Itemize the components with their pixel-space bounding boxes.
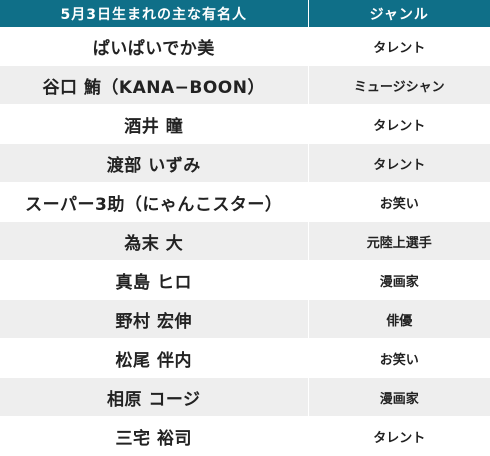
celebrity-name: ぱいぱいでか美 xyxy=(0,27,308,66)
celebrity-genre: タレント xyxy=(308,105,490,144)
table-row: 渡部 いずみ タレント xyxy=(0,144,490,183)
celebrity-genre: 漫画家 xyxy=(308,261,490,300)
table-row: 酒井 瞳 タレント xyxy=(0,105,490,144)
table-row: 三宅 裕司 タレント xyxy=(0,417,490,456)
celebrity-name: 為末 大 xyxy=(0,222,308,261)
celebrity-genre: お笑い xyxy=(308,339,490,378)
celebrity-name: スーパー3助（にゃんこスター） xyxy=(0,183,308,222)
table-body: ぱいぱいでか美 タレント 谷口 鮪（KANA−BOON） ミュージシャン 酒井 … xyxy=(0,27,490,456)
table-row: スーパー3助（にゃんこスター） お笑い xyxy=(0,183,490,222)
header-genre: ジャンル xyxy=(308,0,490,27)
celebrity-genre: 漫画家 xyxy=(308,378,490,417)
table-row: ぱいぱいでか美 タレント xyxy=(0,27,490,66)
celebrity-name: 松尾 伴内 xyxy=(0,339,308,378)
celebrity-name: 谷口 鮪（KANA−BOON） xyxy=(0,66,308,105)
celebrity-name: 真島 ヒロ xyxy=(0,261,308,300)
celebrity-genre: 元陸上選手 xyxy=(308,222,490,261)
table-row: 谷口 鮪（KANA−BOON） ミュージシャン xyxy=(0,66,490,105)
celebrity-genre: 俳優 xyxy=(308,300,490,339)
celebrity-genre: ミュージシャン xyxy=(308,66,490,105)
table-row: 相原 コージ 漫画家 xyxy=(0,378,490,417)
header-name: 5月3日生まれの主な有名人 xyxy=(0,0,308,27)
celebrity-name: 酒井 瞳 xyxy=(0,105,308,144)
celebrity-name: 渡部 いずみ xyxy=(0,144,308,183)
celebrity-name: 野村 宏伸 xyxy=(0,300,308,339)
celebrity-genre: タレント xyxy=(308,417,490,456)
celebrity-genre: お笑い xyxy=(308,183,490,222)
table-row: 真島 ヒロ 漫画家 xyxy=(0,261,490,300)
celebrity-name: 三宅 裕司 xyxy=(0,417,308,456)
celebrity-name: 相原 コージ xyxy=(0,378,308,417)
celebrity-genre: タレント xyxy=(308,27,490,66)
celebrity-genre: タレント xyxy=(308,144,490,183)
table-row: 為末 大 元陸上選手 xyxy=(0,222,490,261)
table-header: 5月3日生まれの主な有名人 ジャンル xyxy=(0,0,490,27)
table-row: 松尾 伴内 お笑い xyxy=(0,339,490,378)
table-row: 野村 宏伸 俳優 xyxy=(0,300,490,339)
